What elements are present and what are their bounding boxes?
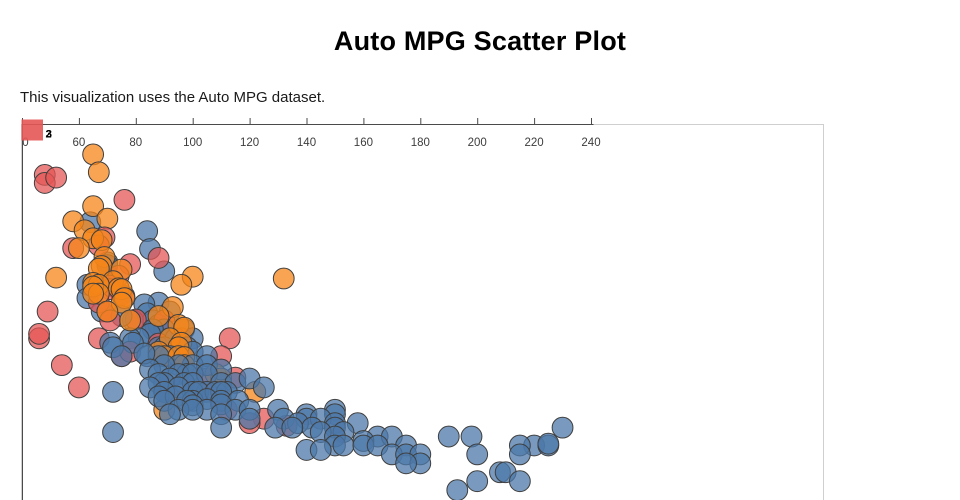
data-point-usa[interactable] [332, 434, 355, 457]
data-point-usa[interactable] [508, 470, 531, 493]
data-point-usa[interactable] [181, 398, 204, 421]
data-point-usa[interactable] [136, 220, 159, 243]
data-point-usa[interactable] [252, 376, 275, 399]
x-axis-tick-label: 60 [73, 137, 86, 149]
data-point-usa[interactable] [437, 425, 460, 448]
data-point-europe[interactable] [50, 354, 73, 377]
data-point-europe[interactable] [113, 189, 136, 211]
data-point-japan[interactable] [68, 237, 90, 260]
data-point-europe[interactable] [147, 247, 170, 269]
data-point-usa[interactable] [102, 381, 124, 403]
data-point-usa[interactable] [395, 452, 417, 475]
legend-label: 2 [46, 129, 52, 141]
x-axis-tick-label: 120 [240, 137, 259, 149]
data-point-europe[interactable] [45, 166, 68, 189]
x-axis-tick-label: 180 [411, 137, 430, 149]
data-point-usa[interactable] [551, 416, 574, 439]
page-title: Auto MPG Scatter Plot [333, 26, 627, 56]
chart-container: 0 60 80 100 120 140 160 180 200 220 240 2 3 [21, 118, 824, 500]
x-axis-tick-label: 240 [581, 137, 600, 149]
data-point-usa[interactable] [110, 345, 133, 368]
data-point-japan[interactable] [82, 195, 105, 218]
data-point-europe[interactable] [36, 300, 59, 323]
data-point-europe[interactable] [28, 322, 50, 345]
data-point-japan[interactable] [170, 273, 193, 296]
x-axis-tick-label: 160 [354, 137, 373, 149]
data-point-usa[interactable] [102, 421, 124, 443]
x-axis-tick-label: 0 [22, 137, 28, 149]
data-point-japan[interactable] [119, 309, 142, 332]
data-point-usa[interactable] [466, 470, 489, 493]
data-point-japan[interactable] [96, 300, 119, 323]
x-axis-tick-label: 100 [183, 137, 202, 149]
data-point-japan[interactable] [87, 161, 110, 184]
x-axis-tick-label: 80 [129, 137, 142, 149]
data-point-usa[interactable] [446, 479, 469, 500]
legend-label: 3 [46, 129, 52, 141]
data-point-usa[interactable] [537, 432, 560, 455]
page-subtitle: This visualization uses the Auto MPG dat… [20, 89, 326, 106]
x-axis-tick-label: 200 [468, 137, 487, 149]
data-point-japan[interactable] [272, 267, 295, 290]
data-point-japan[interactable] [147, 305, 170, 327]
data-point-europe[interactable] [218, 327, 241, 350]
data-point-usa[interactable] [159, 403, 181, 426]
data-point-usa[interactable] [309, 439, 332, 461]
data-point-usa[interactable] [508, 443, 531, 466]
data-point-usa[interactable] [238, 407, 261, 430]
data-point-japan[interactable] [82, 282, 105, 305]
data-point-usa[interactable] [466, 443, 489, 466]
x-axis-tick-label: 140 [297, 137, 316, 149]
legend-swatch [21, 119, 43, 141]
data-point-usa[interactable] [210, 416, 233, 439]
data-point-usa[interactable] [281, 416, 304, 439]
data-point-europe[interactable] [68, 376, 90, 399]
data-point-japan[interactable] [45, 266, 68, 289]
data-point-japan[interactable] [96, 207, 119, 230]
scatter-plot: 0 60 80 100 120 140 160 180 200 220 240 23 [21, 118, 601, 500]
x-axis-tick-label: 220 [525, 137, 544, 149]
